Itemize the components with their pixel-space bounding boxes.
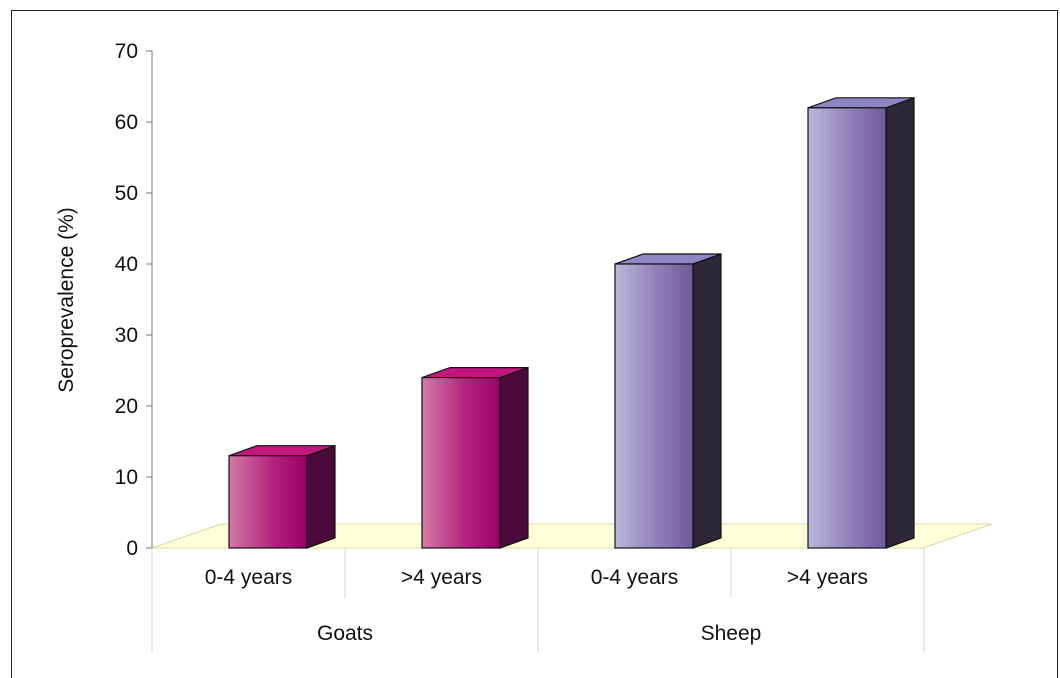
bar-side-face	[692, 253, 722, 549]
bar-front-face	[614, 263, 694, 549]
y-axis-title: Seroprevalence (%)	[55, 207, 78, 393]
x-category-label: 0-4 years	[591, 566, 679, 589]
bar-front-face	[421, 377, 501, 549]
bar-sheep-3	[807, 96, 915, 549]
bar-front-face	[807, 107, 887, 549]
y-tick-label: 40	[115, 253, 138, 276]
x-category-label: 0-4 years	[205, 566, 293, 589]
bars	[228, 96, 915, 549]
bar-sheep-2	[614, 253, 722, 549]
y-tick-label: 20	[115, 395, 138, 418]
x-category-label: >4 years	[787, 566, 868, 589]
bar-side-face	[885, 96, 915, 549]
y-tick-label: 50	[115, 182, 138, 205]
y-tick-label: 70	[115, 40, 138, 63]
y-axis: 0 10 20 30 40 50 60 70	[115, 40, 153, 560]
y-tick-label: 0	[126, 537, 138, 560]
y-tick-label: 10	[115, 466, 138, 489]
x-axis-categories: 0-4 years >4 years 0-4 years >4 years Goats S…	[151, 548, 925, 652]
x-group-label: Sheep	[701, 622, 762, 645]
y-tick-label: 60	[115, 111, 138, 134]
x-group-label: Goats	[317, 622, 373, 645]
chart-frame	[11, 10, 1058, 678]
bar-side-face	[499, 366, 529, 549]
x-category-label: >4 years	[401, 566, 482, 589]
bar-front-face	[228, 455, 308, 549]
bar-goats-0	[228, 444, 336, 549]
bar-goats-1	[421, 366, 529, 549]
bar-side-face	[306, 444, 336, 549]
y-tick-label: 30	[115, 324, 138, 347]
